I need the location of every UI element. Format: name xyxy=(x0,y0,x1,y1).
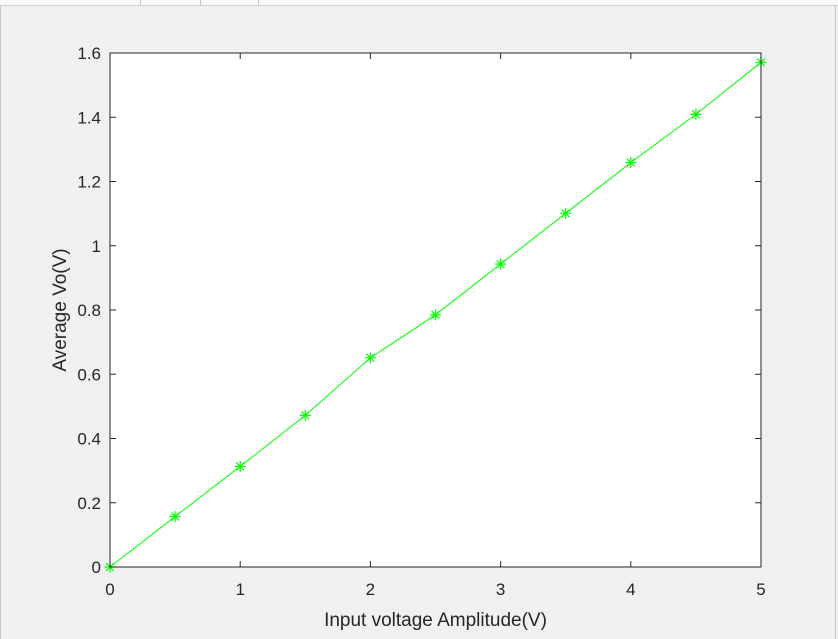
toolbar-divider xyxy=(140,0,141,5)
x-tick-label: 0 xyxy=(105,580,114,599)
data-point xyxy=(364,352,376,364)
x-tick-label: 5 xyxy=(756,580,765,599)
data-point xyxy=(299,409,311,421)
data-point xyxy=(495,258,507,270)
x-axis-title: Input voltage Amplitude(V) xyxy=(324,610,547,631)
y-tick-label: 0.8 xyxy=(77,301,101,320)
data-point-stroke xyxy=(431,310,440,320)
window-right-edge xyxy=(835,5,836,639)
y-tick-label: 0.2 xyxy=(77,494,101,513)
data-point-stroke xyxy=(691,110,701,119)
x-tick-label: 4 xyxy=(626,580,635,599)
data-point xyxy=(169,511,181,523)
y-tick-label: 1 xyxy=(92,237,101,256)
data-point xyxy=(690,108,702,120)
y-tick-label: 0 xyxy=(92,558,101,577)
toolbar-divider xyxy=(258,0,259,5)
data-point-stroke xyxy=(496,259,505,269)
data-point-stroke xyxy=(561,208,571,218)
data-point xyxy=(625,157,637,169)
data-point xyxy=(560,207,572,219)
y-tick-label: 0.6 xyxy=(77,365,101,384)
window-left-edge xyxy=(0,5,1,639)
data-point-stroke xyxy=(300,411,310,420)
y-tick-label: 1.4 xyxy=(77,108,101,127)
y-axis-title: Average Vo(V) xyxy=(50,248,71,371)
data-point-stroke xyxy=(366,353,375,363)
x-tick-label: 2 xyxy=(366,580,375,599)
data-point xyxy=(430,309,441,321)
y-tick-label: 1.2 xyxy=(77,173,101,192)
data-point-stroke xyxy=(170,512,180,521)
x-tick-label: 3 xyxy=(496,580,505,599)
y-tick-label: 1.6 xyxy=(77,44,101,63)
data-point xyxy=(234,460,246,472)
data-point-stroke xyxy=(626,158,636,167)
toolbar-divider xyxy=(200,0,201,5)
x-tick-label: 1 xyxy=(235,580,244,599)
data-point-stroke xyxy=(235,462,245,471)
window-toolbar-strip xyxy=(0,0,838,6)
y-tick-label: 0.4 xyxy=(77,430,101,449)
